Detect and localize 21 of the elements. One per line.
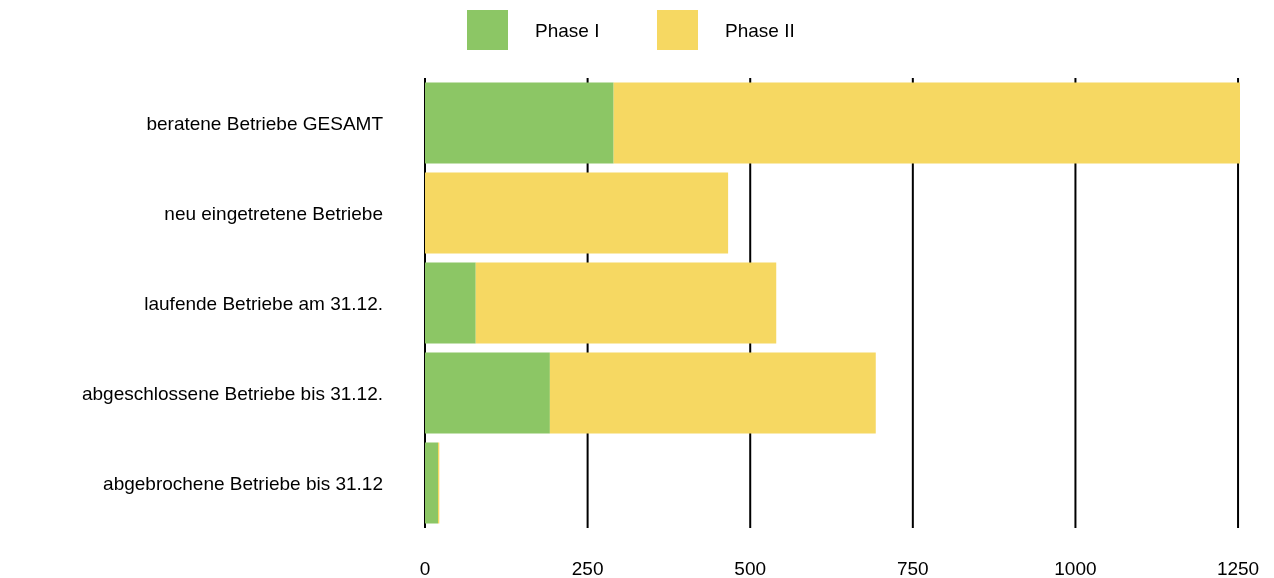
bar: [425, 442, 439, 524]
bar: [613, 82, 1240, 164]
y-tick-label: abgeschlossene Betriebe bis 31.12.: [81, 382, 383, 404]
y-tick-label: neu eingetretene Betriebe: [164, 202, 383, 224]
x-tick-label: 0: [419, 558, 431, 578]
bar: [425, 352, 550, 434]
y-tick-label: laufende Betriebe am 31.12.: [144, 292, 383, 314]
y-tick-label: beratene Betriebe GESAMT: [146, 112, 384, 134]
x-tick-label: 250: [571, 558, 604, 578]
legend-label: Phase II: [725, 19, 795, 41]
x-tick-label: 750: [896, 558, 929, 578]
bar: [425, 82, 614, 164]
legend-label: Phase I: [535, 19, 600, 41]
bar: [425, 172, 729, 254]
x-tick-label: 500: [734, 558, 767, 578]
bar: [425, 262, 476, 344]
x-tick-label: 1250: [1216, 558, 1260, 578]
bar: [475, 262, 777, 344]
y-tick-label: abgebrochene Betriebe bis 31.12: [103, 472, 383, 494]
x-tick-label: 1000: [1054, 558, 1097, 578]
bar: [549, 352, 876, 434]
